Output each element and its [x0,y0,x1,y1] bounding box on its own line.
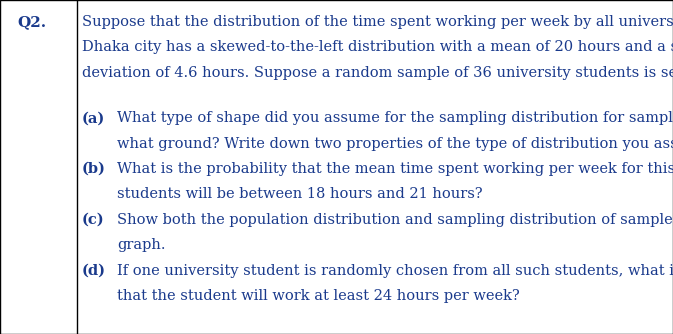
Text: deviation of 4.6 hours. Suppose a random sample of 36 university students is sel: deviation of 4.6 hours. Suppose a random… [82,66,673,80]
Text: what ground? Write down two properties of the type of distribution you assumed.: what ground? Write down two properties o… [117,137,673,151]
Text: (b): (b) [82,162,106,176]
Text: (c): (c) [82,213,105,227]
Text: What is the probability that the mean time spent working per week for this sampl: What is the probability that the mean ti… [117,162,673,176]
Text: If one university student is randomly chosen from all such students, what is the: If one university student is randomly ch… [117,264,673,278]
Text: that the student will work at least 24 hours per week?: that the student will work at least 24 h… [117,289,520,303]
Text: What type of shape did you assume for the sampling distribution for sample mean : What type of shape did you assume for th… [117,111,673,125]
Text: Dhaka city has a skewed-to-the-left distribution with a mean of 20 hours and a s: Dhaka city has a skewed-to-the-left dist… [82,40,673,54]
Text: graph.: graph. [117,238,166,252]
Text: Show both the population distribution and sampling distribution of sample mean i: Show both the population distribution an… [117,213,673,227]
Text: students will be between 18 hours and 21 hours?: students will be between 18 hours and 21… [117,187,483,201]
Text: Suppose that the distribution of the time spent working per week by all universi: Suppose that the distribution of the tim… [82,15,673,29]
Text: (d): (d) [82,264,106,278]
Text: (a): (a) [82,111,106,125]
Text: Q2.: Q2. [17,15,47,29]
